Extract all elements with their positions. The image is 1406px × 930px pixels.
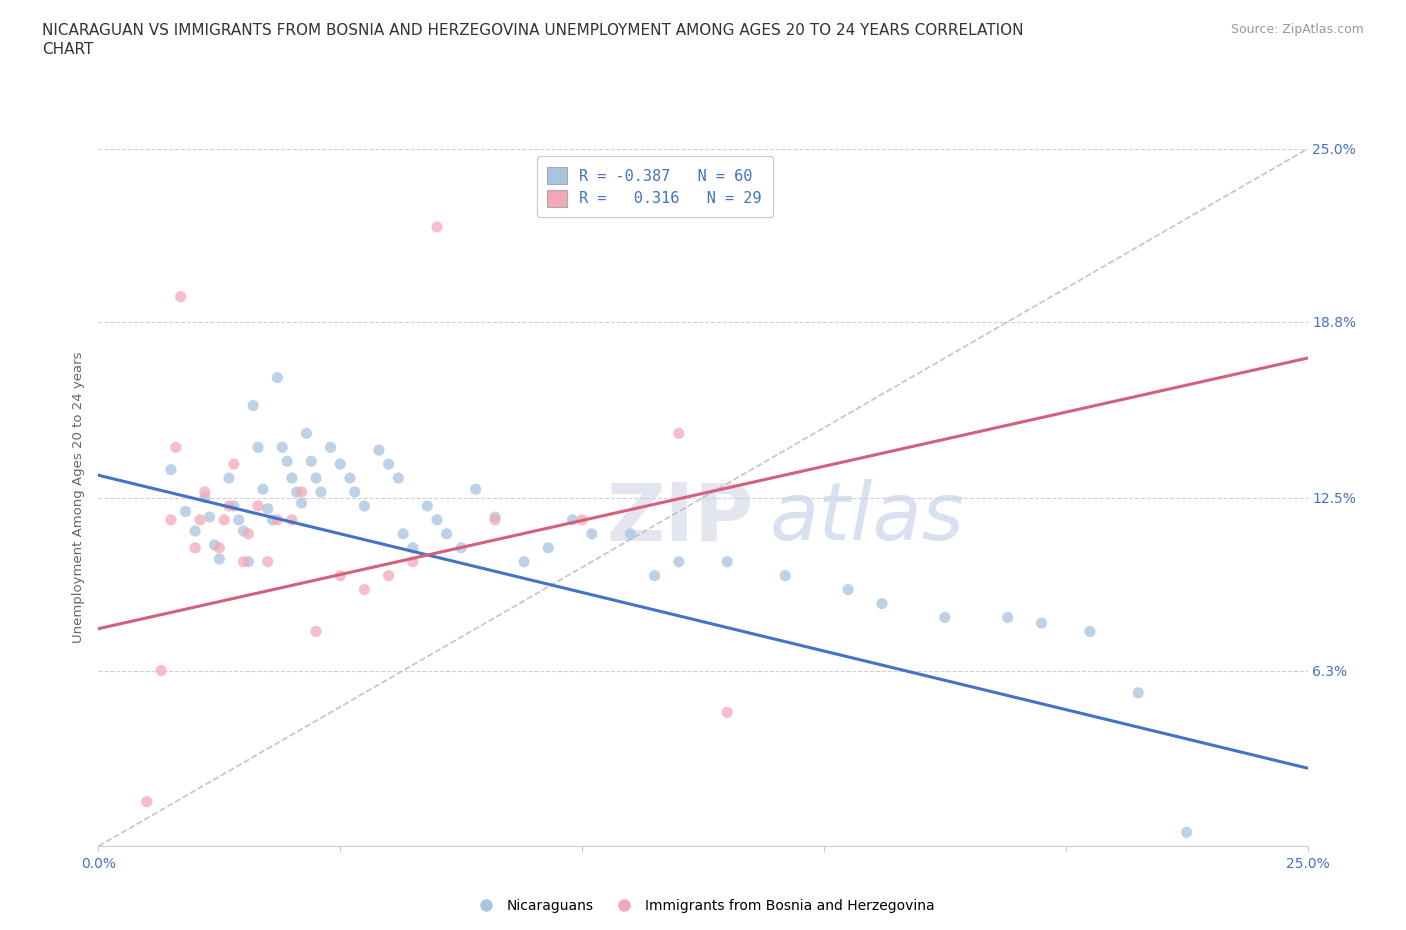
- Point: [218, 498, 240, 513]
- Point: [266, 512, 288, 527]
- Point: [416, 498, 439, 513]
- Point: [484, 510, 506, 525]
- Point: [436, 526, 458, 541]
- Point: [1128, 685, 1150, 700]
- Point: [377, 568, 399, 583]
- Point: [262, 512, 284, 527]
- Point: [561, 512, 583, 527]
- Point: [339, 471, 361, 485]
- Point: [238, 554, 260, 569]
- Point: [228, 512, 250, 527]
- Point: [290, 485, 312, 499]
- Point: [644, 568, 666, 583]
- Point: [426, 219, 449, 234]
- Legend: Nicaraguans, Immigrants from Bosnia and Herzegovina: Nicaraguans, Immigrants from Bosnia and …: [465, 894, 941, 919]
- Point: [997, 610, 1019, 625]
- Point: [484, 512, 506, 527]
- Point: [870, 596, 893, 611]
- Point: [368, 443, 391, 458]
- Point: [934, 610, 956, 625]
- Point: [426, 512, 449, 527]
- Point: [1078, 624, 1101, 639]
- Point: [247, 440, 270, 455]
- Point: [222, 457, 245, 472]
- Text: Source: ZipAtlas.com: Source: ZipAtlas.com: [1230, 23, 1364, 36]
- Point: [232, 524, 254, 538]
- Point: [271, 440, 294, 455]
- Point: [305, 471, 328, 485]
- Point: [668, 554, 690, 569]
- Point: [232, 554, 254, 569]
- Point: [281, 512, 304, 527]
- Point: [198, 510, 221, 525]
- Point: [276, 454, 298, 469]
- Point: [329, 568, 352, 583]
- Point: [204, 538, 226, 552]
- Legend: R = -0.387   N = 60, R =   0.316   N = 29: R = -0.387 N = 60, R = 0.316 N = 29: [537, 156, 773, 218]
- Point: [353, 498, 375, 513]
- Point: [194, 490, 217, 505]
- Point: [285, 485, 308, 499]
- Point: [581, 526, 603, 541]
- Point: [571, 512, 593, 527]
- Point: [402, 540, 425, 555]
- Point: [290, 496, 312, 511]
- Point: [377, 457, 399, 472]
- Point: [773, 568, 796, 583]
- Point: [160, 512, 183, 527]
- Point: [1031, 616, 1053, 631]
- Point: [343, 485, 366, 499]
- Text: NICARAGUAN VS IMMIGRANTS FROM BOSNIA AND HERZEGOVINA UNEMPLOYMENT AMONG AGES 20 : NICARAGUAN VS IMMIGRANTS FROM BOSNIA AND…: [42, 23, 1024, 38]
- Point: [174, 504, 197, 519]
- Point: [165, 440, 187, 455]
- Point: [281, 471, 304, 485]
- Y-axis label: Unemployment Among Ages 20 to 24 years: Unemployment Among Ages 20 to 24 years: [72, 352, 86, 644]
- Point: [537, 540, 560, 555]
- Point: [256, 554, 278, 569]
- Point: [619, 526, 641, 541]
- Point: [184, 524, 207, 538]
- Point: [208, 551, 231, 566]
- Point: [353, 582, 375, 597]
- Point: [218, 471, 240, 485]
- Point: [299, 454, 322, 469]
- Point: [716, 554, 738, 569]
- Text: CHART: CHART: [42, 42, 94, 57]
- Point: [319, 440, 342, 455]
- Point: [837, 582, 859, 597]
- Point: [305, 624, 328, 639]
- Point: [387, 471, 409, 485]
- Point: [242, 398, 264, 413]
- Point: [329, 457, 352, 472]
- Point: [208, 540, 231, 555]
- Point: [668, 426, 690, 441]
- Point: [266, 370, 288, 385]
- Point: [150, 663, 173, 678]
- Point: [184, 540, 207, 555]
- Point: [513, 554, 536, 569]
- Text: ZIP: ZIP: [606, 480, 754, 557]
- Point: [295, 426, 318, 441]
- Point: [247, 498, 270, 513]
- Point: [256, 501, 278, 516]
- Point: [169, 289, 191, 304]
- Point: [392, 526, 415, 541]
- Point: [194, 485, 217, 499]
- Point: [252, 482, 274, 497]
- Point: [135, 794, 157, 809]
- Point: [188, 512, 211, 527]
- Text: atlas: atlas: [769, 480, 965, 557]
- Point: [464, 482, 486, 497]
- Point: [212, 512, 235, 527]
- Point: [222, 498, 245, 513]
- Point: [716, 705, 738, 720]
- Point: [309, 485, 332, 499]
- Point: [160, 462, 183, 477]
- Point: [238, 526, 260, 541]
- Point: [402, 554, 425, 569]
- Point: [450, 540, 472, 555]
- Point: [1175, 825, 1198, 840]
